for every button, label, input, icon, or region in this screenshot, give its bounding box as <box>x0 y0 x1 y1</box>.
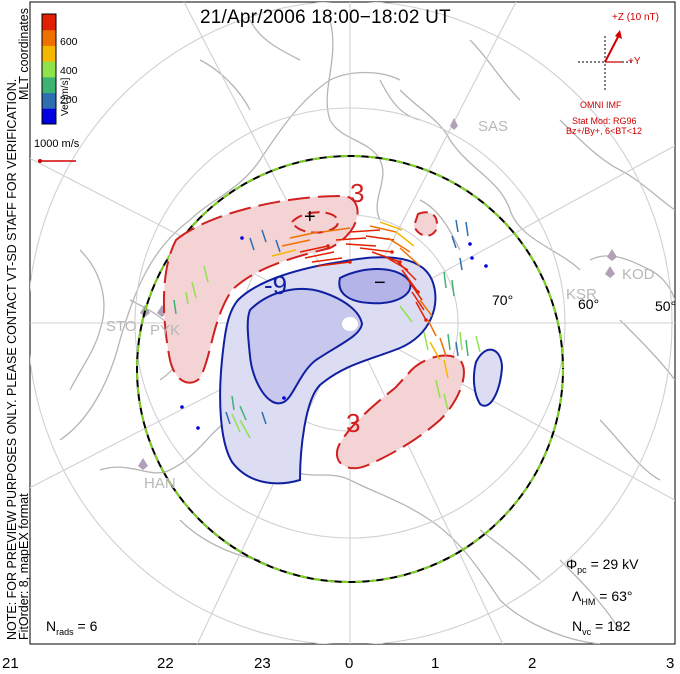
contour-label-dusk: 3 <box>350 178 365 208</box>
velocity-vectors <box>173 219 488 439</box>
mlt-label-2: 2 <box>528 655 537 672</box>
potential-min-marker: − <box>374 272 386 294</box>
colorbar-segment <box>42 61 56 78</box>
map-title: 21/Apr/2006 18:00−18:02 UT <box>200 7 451 28</box>
colorbar-segment <box>42 92 56 109</box>
site-label-sas: SAS <box>478 118 509 135</box>
site-marker-kod <box>607 249 617 261</box>
colorbar-segment <box>42 76 56 94</box>
latitude-label-60: 60° <box>578 296 600 312</box>
imf-stat-mod: Stat Mod: RG96 <box>572 116 637 126</box>
colorbar-tick-400: 400 <box>60 65 78 77</box>
site-label-kod: KOD <box>622 266 655 283</box>
contour-label-negative: -9 <box>264 270 288 300</box>
latitude-label-70: 70° <box>492 292 514 308</box>
velocity-colorbar <box>41 13 57 125</box>
stat-vector-count: Nvc = 182 <box>572 618 631 637</box>
site-marker-sas <box>450 118 458 130</box>
site-label-ksr: KSR <box>566 286 597 303</box>
site-label-sto: STO <box>106 318 137 335</box>
contour-label-dawn: 3 <box>346 408 361 438</box>
reference-vector-arrow <box>38 159 76 163</box>
negative-cell <box>219 256 504 485</box>
colorbar-segment <box>42 45 56 62</box>
colorbar-segment <box>42 14 56 31</box>
stat-radar-count: Nrads = 6 <box>46 618 98 637</box>
potential-max-marker: + <box>304 206 316 228</box>
coords-text: MLT coordinates <box>17 8 31 100</box>
colorbar-segment <box>42 108 56 125</box>
site-label-pyk: PYK <box>150 322 181 339</box>
colorbar-tick-200: 200 <box>60 94 78 106</box>
site-marker-han <box>138 458 148 470</box>
colorbar-segment <box>42 29 56 46</box>
positive-cell-dusk <box>162 194 359 384</box>
fit-order-text: FitOrder: 8, mapEX format <box>17 493 31 640</box>
site-marker-ksr <box>605 266 615 278</box>
mlt-label-1: 1 <box>431 655 440 672</box>
colorbar-tick-600: 600 <box>60 36 78 48</box>
mlt-label-22: 22 <box>157 655 174 672</box>
imf-z-label: +Z (10 nT) <box>612 12 659 23</box>
imf-vector <box>578 30 632 92</box>
positive-cell-dawn <box>335 211 465 470</box>
stat-hm-latitude: ΛHM = 63° <box>572 588 633 607</box>
pole-marker <box>342 317 358 331</box>
stat-cross-polar-potential: Φpc = 29 kV <box>566 556 639 575</box>
imf-condition: Bz+/By+, 6<BT<12 <box>566 126 643 136</box>
hm-boundary <box>136 155 564 583</box>
latitude-label-50: 50° <box>655 298 677 314</box>
mlt-label-3: 3 <box>666 655 675 672</box>
mlt-label-23: 23 <box>254 655 271 672</box>
colorbar-border <box>41 13 57 125</box>
imf-y-label: +Y <box>628 56 641 67</box>
mlt-label-0: 0 <box>345 655 354 672</box>
imf-source: OMNI IMF <box>580 100 622 110</box>
mlt-label-21: 21 <box>2 655 19 672</box>
reference-vector-label: 1000 m/s <box>34 138 80 150</box>
site-label-han: HAN <box>144 475 176 492</box>
